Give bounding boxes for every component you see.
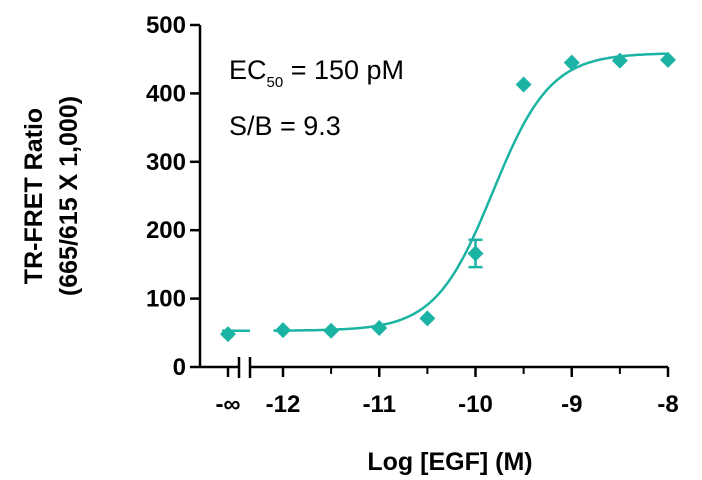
data-points [220,51,676,343]
y-tick-label: 100 [146,286,186,313]
data-point [220,326,236,343]
data-point [371,320,388,337]
y-tick-label: 300 [146,149,186,176]
x-tick-label: -∞ [215,391,240,418]
ec50-annotation: EC50 = 150 pM [229,55,404,91]
x-tick-label: -10 [458,391,493,418]
y-tick-label: 400 [146,80,186,107]
sb-annotation: S/B = 9.3 [229,111,341,141]
data-point [323,322,340,339]
data-point [467,245,484,262]
data-point [419,310,436,327]
fit-curve-group [222,52,668,332]
x-axis-title: Log [EGF] (M) [367,448,532,476]
y-tick-label: 0 [173,354,186,381]
y-tick-label: 200 [146,217,186,244]
y-axis-ticks: 0 100 200 300 400 500 [146,12,200,381]
data-point [275,322,291,339]
y-axis-title-line1: TR-FRET Ratio [20,108,48,284]
axes [198,25,668,378]
x-tick-label: -9 [561,391,582,418]
x-tick-label: -8 [657,391,678,418]
fit-curve [273,52,668,332]
data-point [563,54,580,71]
x-tick-label: -11 [363,391,396,418]
y-axis-title-line2: (665/615 X 1,000) [55,96,83,296]
x-tick-label: -12 [266,391,301,418]
x-axis-ticks: -∞ -12 -11 -10 -9 -8 [215,367,679,418]
data-point [515,76,532,93]
y-tick-label: 500 [146,12,186,39]
data-point [660,51,676,68]
data-point [611,52,628,69]
